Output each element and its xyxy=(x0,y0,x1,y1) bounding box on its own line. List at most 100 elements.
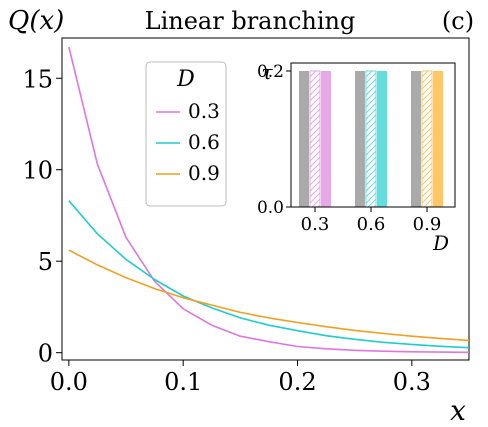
hatch-line xyxy=(309,70,317,78)
hatch-line xyxy=(421,84,433,96)
inset-y-tick-label: 0.2 xyxy=(257,62,284,82)
x-tick-label: 0.3 xyxy=(393,368,431,396)
hatch-line xyxy=(309,108,321,120)
y-tick-label: 0 xyxy=(38,340,53,368)
y-axis-label: Q(x) xyxy=(8,6,64,36)
hatch-line xyxy=(421,102,433,114)
hatch-line xyxy=(421,144,433,156)
chart-title: Linear branching xyxy=(145,7,356,35)
hatch-line xyxy=(365,108,377,120)
hatch-line xyxy=(423,198,433,208)
x-tick-label: 0.1 xyxy=(164,368,202,396)
inset-bar-solid-gray-0.9 xyxy=(411,71,421,207)
hatch-line xyxy=(309,162,321,174)
hatch-line xyxy=(365,126,377,138)
inset-bar-solid-color-0.6 xyxy=(377,71,387,207)
x-axis-label: x xyxy=(450,394,466,427)
hatch-line xyxy=(309,132,321,144)
hatch-line xyxy=(421,126,433,138)
hatch-line xyxy=(309,174,321,186)
hatch-line xyxy=(309,84,321,96)
panel-label: (c) xyxy=(442,7,474,35)
legend-label: 0.3 xyxy=(188,99,220,123)
series-line-0.6 xyxy=(68,200,469,349)
series-line-0.3 xyxy=(68,46,469,354)
hatch-line xyxy=(421,192,433,204)
hatch-line xyxy=(365,114,377,126)
series-line-0.9 xyxy=(68,249,469,342)
hatch-line xyxy=(365,144,377,156)
hatch-line xyxy=(365,102,377,114)
hatch-line xyxy=(365,174,377,186)
hatch-line xyxy=(365,180,377,192)
hatch-line xyxy=(309,96,321,108)
hatch-line xyxy=(311,198,321,208)
hatch-line xyxy=(309,120,321,132)
hatch-line xyxy=(365,132,377,144)
legend-title: D xyxy=(176,67,195,92)
hatch-line xyxy=(365,90,377,102)
hatch-line xyxy=(365,120,377,132)
inset-bar-solid-color-0.9 xyxy=(433,71,443,207)
hatch-line xyxy=(365,72,377,84)
hatch-line xyxy=(309,90,321,102)
legend-label: 0.6 xyxy=(188,130,220,154)
legend-label: 0.9 xyxy=(188,161,220,185)
hatch-line xyxy=(421,186,433,198)
hatch-line xyxy=(421,168,433,180)
x-tick-label: 0.0 xyxy=(50,368,88,396)
hatch-line xyxy=(309,192,321,204)
hatch-line xyxy=(421,114,433,126)
hatch-line xyxy=(365,70,373,78)
hatch-line xyxy=(309,168,321,180)
y-tick-label: 15 xyxy=(22,65,53,93)
hatch-line xyxy=(421,138,433,150)
hatch-line xyxy=(421,78,433,90)
hatch-line xyxy=(309,150,321,162)
hatch-line xyxy=(365,156,377,168)
inset-x-axis-label: D xyxy=(432,231,449,255)
inset-x-tick-label: 0.9 xyxy=(413,214,442,235)
hatch-line xyxy=(421,174,433,186)
hatch-line xyxy=(365,162,377,174)
hatch-line xyxy=(309,180,321,192)
main-plot: 0 5 10 15 0.0 0.1 0.2 0.3 Linear branching (c)… xyxy=(8,6,474,427)
hatch-line xyxy=(365,96,377,108)
inset-plot: 0.0 0.2 0.3 0.6 0.9 τ D xyxy=(246,60,456,255)
inset-y-tick-label: 0.0 xyxy=(257,198,284,218)
hatch-line xyxy=(421,150,433,162)
x-tick-label: 0.2 xyxy=(278,368,316,396)
hatch-line xyxy=(421,108,433,120)
hatch-line xyxy=(421,90,433,102)
hatch-line xyxy=(309,156,321,168)
hatch-line xyxy=(365,150,377,162)
hatch-line xyxy=(309,144,321,156)
hatch-line xyxy=(309,138,321,150)
hatch-line xyxy=(309,78,321,90)
hatch-line xyxy=(309,114,321,126)
hatch-line xyxy=(421,70,429,78)
hatch-line xyxy=(365,192,377,204)
hatch-line xyxy=(421,72,433,84)
hatch-line xyxy=(365,138,377,150)
inset-y-axis-label: τ xyxy=(261,60,273,84)
hatch-line xyxy=(309,72,321,84)
hatch-line xyxy=(421,162,433,174)
hatch-line xyxy=(309,102,321,114)
legend: D 0.3 0.6 0.9 xyxy=(145,61,227,207)
hatch-line xyxy=(367,198,377,208)
hatch-line xyxy=(421,156,433,168)
inset-bar-solid-gray-0.6 xyxy=(355,71,365,207)
main-plot-frame xyxy=(61,37,470,361)
y-tick-label: 5 xyxy=(38,248,53,276)
hatch-line xyxy=(365,78,377,90)
hatch-line xyxy=(365,168,377,180)
hatch-line xyxy=(421,96,433,108)
legend-box xyxy=(145,61,227,207)
hatch-line xyxy=(421,180,433,192)
hatch-line xyxy=(309,186,321,198)
hatch-line xyxy=(421,132,433,144)
hatch-line xyxy=(365,186,377,198)
inset-bar-solid-color-0.3 xyxy=(321,71,331,207)
